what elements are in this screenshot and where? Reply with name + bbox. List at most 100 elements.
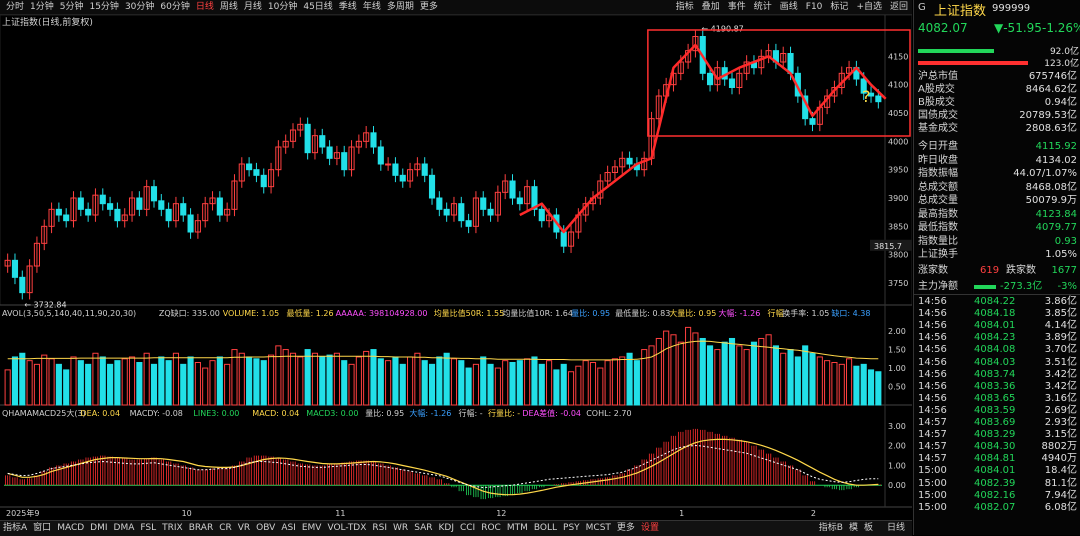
volume-bar [853,365,860,406]
indicator-tab-13[interactable]: VOL-TDX [327,523,367,533]
right-tab-2[interactable]: 板 [863,523,873,533]
tool-button-4[interactable]: 画线 [779,2,798,12]
quote-row: 指数量比 0.93 [918,235,1077,248]
indicator-tab-12[interactable]: EMV [301,523,322,533]
tool-button-3[interactable]: 统计 [753,2,772,12]
candle-body [77,197,84,210]
quote-row: 总成交量 50079.9万 [918,194,1077,207]
indicator-tab-11[interactable]: ASI [281,523,296,533]
period-tab-8[interactable]: 月线 [243,2,262,12]
candle-body [611,166,619,173]
volume-bar [692,332,699,406]
indicator-tab-7[interactable]: BRAR [188,523,214,533]
indicator-tab-3[interactable]: DMI [90,523,108,533]
candle-body [436,197,443,210]
indicator-tab-6[interactable]: TRIX [162,523,183,533]
indicator-tab-16[interactable]: SAR [414,523,433,533]
chart-area[interactable]: 上证指数(日线,前复权) 4150 4100 4050 4000 3950 3900 3850… [0,0,912,520]
indicator-tab-19[interactable]: ROC [481,523,501,533]
tick-volume: 3.42亿 [1044,380,1077,392]
tool-button-2[interactable]: 事件 [727,2,746,12]
indicator-tab-20[interactable]: MTM [506,523,528,533]
period-tab-6[interactable]: 日线 [195,2,214,12]
candle-body [516,197,523,205]
period-tab-1[interactable]: 1分钟 [30,2,54,12]
volume-bar [172,352,180,406]
tick-time: 14:57 [918,429,947,441]
indicator-tab-23[interactable]: MCST [585,523,611,533]
indicator-tab-15[interactable]: WR [393,523,409,533]
right-tab-1[interactable]: 模 [848,523,858,533]
quote-row: 沪总市值 675746亿 [918,70,1077,83]
period-tab-10[interactable]: 45日线 [303,2,333,12]
volume-bar [341,360,348,406]
volume-bar [363,350,370,406]
period-tab-12[interactable]: 年线 [362,2,381,12]
indicator-tab-14[interactable]: RSI [372,523,388,533]
volume-bar [487,363,494,406]
tick-price: 4083.59 [974,404,1016,416]
candle-body [399,174,406,182]
volume-indicator-value: ZQ缺口: 335.00 [159,308,220,318]
indicator-tab-17[interactable]: KDJ [438,523,454,533]
tool-button-6[interactable]: 标记 [830,2,849,12]
indicator-tab-10[interactable]: OBV [256,523,276,533]
volume-bar [194,362,201,406]
volume-bar [260,360,267,406]
indicator-tab-25[interactable]: 设置 [640,523,659,533]
period-tab-7[interactable]: 周线 [219,2,238,12]
quote-row-label: 沪总市值 [918,71,958,82]
indicator-tab-21[interactable]: BOLL [533,523,558,533]
tick-row: 14:56 4084.08 3.70亿 [918,344,1077,356]
period-tab-3[interactable]: 15分钟 [89,2,119,12]
tool-button-1[interactable]: 叠加 [701,2,720,12]
tick-volume: 3.86亿 [1044,296,1077,307]
period-tab-9[interactable]: 10分钟 [267,2,298,12]
indicator-tab-5[interactable]: FSL [140,523,157,533]
indicator-tab-24[interactable]: 更多 [616,523,635,533]
main-flow-row: 主力净额 -273.3亿 -3% [918,280,1077,293]
indicator-tab-18[interactable]: CCI [459,523,476,533]
volume-bar [77,360,84,406]
indicator-tab-22[interactable]: PSY [563,523,580,533]
right-tab-0[interactable]: 指标B [818,523,843,533]
candle-body [267,169,275,188]
tool-button-0[interactable]: 指标 [675,2,694,12]
quote-row-label: 最高指数 [918,208,958,220]
tool-button-5[interactable]: F10 [805,2,823,12]
period-tab-0[interactable]: 分时 [6,2,25,12]
annotation-box [647,29,911,137]
macd-axis-label: 0.00 [888,481,906,490]
indicator-tab-1[interactable]: 窗口 [33,523,52,533]
period-indicator: 日线 [886,523,905,533]
indicator-tab-8[interactable]: CR [219,523,232,533]
tick-price: 4084.01 [974,465,1016,477]
period-tab-2[interactable]: 5分钟 [59,2,84,12]
candle-body [531,186,538,210]
period-tab-5[interactable]: 60分钟 [160,2,190,12]
candle-body [216,197,223,216]
tool-button-8[interactable]: 返回 [889,2,908,12]
period-tab-13[interactable]: 多周期 [386,2,414,12]
volume-bar [560,363,567,406]
volume-bar [838,363,845,406]
candle-body [414,163,421,171]
candle-body [619,157,626,168]
volume-bar [99,356,106,406]
indicator-tab-9[interactable]: VR [237,523,251,533]
tool-button-7[interactable]: +自选 [856,2,882,12]
volume-bar [19,352,26,406]
period-tab-4[interactable]: 30分钟 [124,2,155,12]
cursor-price-box [870,239,912,251]
tick-volume: 3.51亿 [1044,356,1077,368]
indicator-tab-2[interactable]: MACD [57,523,85,533]
high-label: ← 4190.87 [701,25,743,34]
period-tab-14[interactable]: 更多 [419,2,438,12]
indicator-tab-0[interactable]: 指标A [3,523,28,533]
tick-volume: 4.14亿 [1044,320,1077,332]
indicator-tab-4[interactable]: DMA [113,523,135,533]
candle-body [655,95,662,120]
divider [914,294,1080,295]
period-tab-11[interactable]: 季线 [338,2,357,12]
volume-bar [267,354,275,406]
